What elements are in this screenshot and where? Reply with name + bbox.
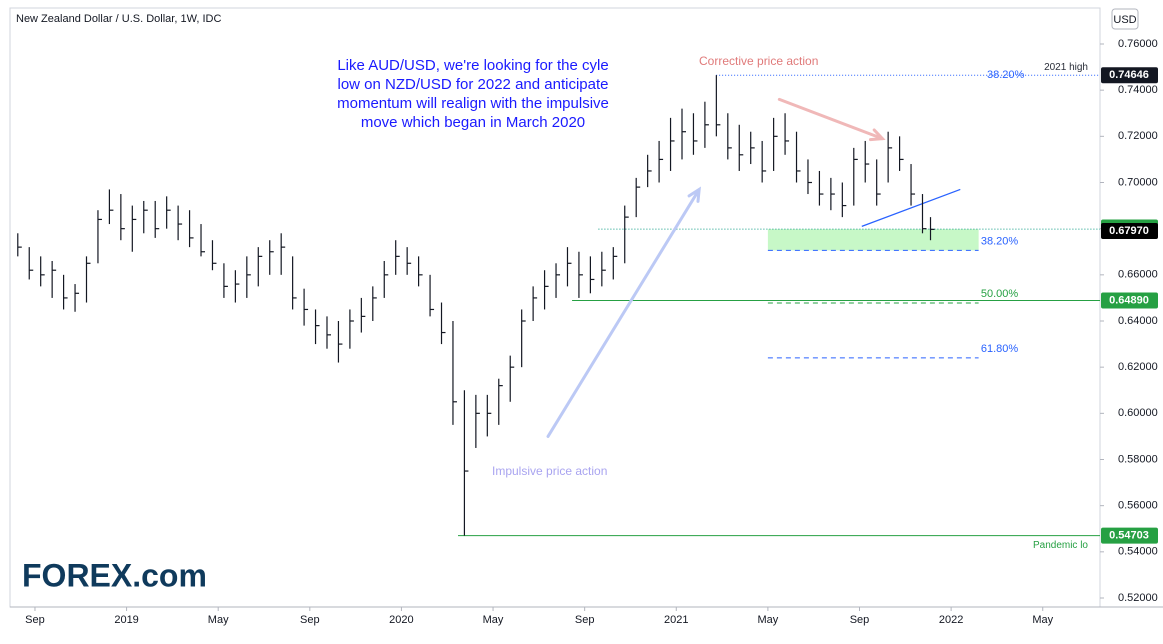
- x-tick-label: 2022: [939, 614, 963, 626]
- level-tag: Pandemic lo: [1033, 540, 1088, 551]
- y-tick-label: 0.64000: [1118, 315, 1158, 327]
- note-line: Like AUD/USD, we're looking for the cyle: [337, 57, 608, 74]
- note-line: move which began in March 2020: [361, 114, 585, 131]
- arrow: [777, 97, 886, 142]
- x-tick-label: May: [1032, 614, 1053, 626]
- y-tick-label: 0.60000: [1118, 407, 1158, 419]
- y-tick-label: 0.72000: [1118, 130, 1158, 142]
- y-tick-label: 0.52000: [1118, 592, 1158, 604]
- note-line: momentum will realign with the impulsive: [337, 95, 609, 112]
- x-tick-label: 2021: [664, 614, 688, 626]
- last-price-box: [1101, 222, 1158, 239]
- x-tick-label: May: [208, 614, 229, 626]
- trendline: [861, 188, 961, 227]
- fib-label: 61.80%: [981, 343, 1019, 355]
- support-zone: [767, 229, 979, 251]
- logo: FOREX.com: [22, 557, 207, 593]
- x-tick-label: May: [483, 614, 504, 626]
- y-tick-label: 0.70000: [1118, 176, 1158, 188]
- note-line: low on NZD/USD for 2022 and anticipate: [338, 76, 609, 93]
- arrow: [546, 186, 701, 438]
- y-tick-label: 0.58000: [1118, 453, 1158, 465]
- level-label: 0.54703: [1109, 530, 1149, 542]
- currency-box: [1111, 8, 1139, 30]
- currency: USD: [1113, 14, 1136, 26]
- x-tick-label: May: [758, 614, 779, 626]
- y-tick-label: 0.74000: [1118, 84, 1158, 96]
- x-tick-label: 2020: [389, 614, 413, 626]
- x-tick-label: Sep: [575, 614, 595, 626]
- level-box: [1101, 67, 1158, 84]
- x-tick-label: 2019: [114, 614, 138, 626]
- fib-label: 38.20%: [987, 69, 1025, 81]
- level-tag: 2021 high: [1044, 62, 1088, 73]
- impulsive-label: Impulsive price action: [492, 464, 607, 478]
- x-tick-label: Sep: [850, 614, 870, 626]
- y-tick-label: 0.66000: [1118, 269, 1158, 281]
- last-price-label: 0.67970: [1109, 225, 1149, 237]
- level-label: 0.74646: [1109, 69, 1149, 81]
- fib-label: 50.00%: [981, 288, 1019, 300]
- corrective-label: Corrective price action: [699, 54, 818, 68]
- y-tick-label: 0.56000: [1118, 500, 1158, 512]
- y-tick-label: 0.76000: [1118, 38, 1158, 50]
- level-box: [1101, 527, 1158, 544]
- x-tick-label: Sep: [25, 614, 45, 626]
- fib-label: 38.20%: [981, 235, 1019, 247]
- y-tick-label: 0.62000: [1118, 361, 1158, 373]
- level-label: 0.64890: [1109, 294, 1149, 306]
- y-tick-label: 0.54000: [1118, 546, 1158, 558]
- chart-title: New Zealand Dollar / U.S. Dollar, 1W, ID…: [16, 13, 221, 25]
- level-box: [1101, 292, 1158, 309]
- x-tick-label: Sep: [300, 614, 320, 626]
